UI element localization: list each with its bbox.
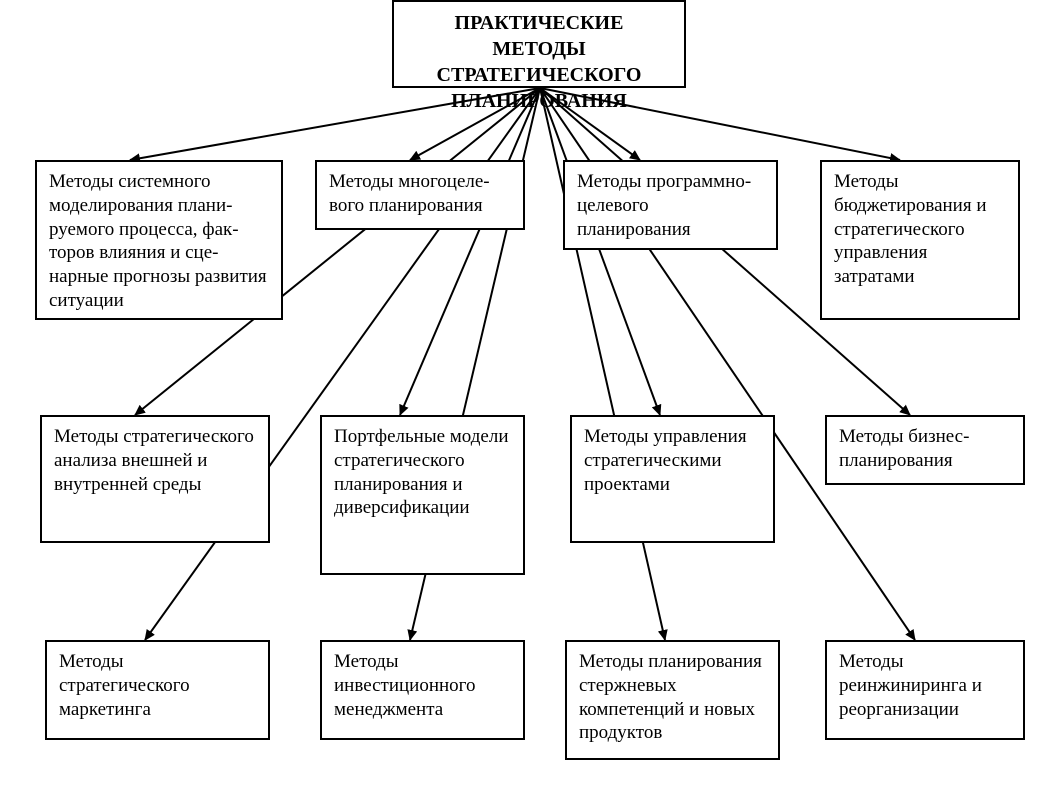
node-label: Портфельные модели стратегического плани… <box>334 426 509 518</box>
node-program-target-planning: Методы программно-целевого планирования <box>563 160 778 250</box>
root-node: ПРАКТИЧЕСКИЕ МЕТОДЫ СТРАТЕГИЧЕСКОГО ПЛАН… <box>392 0 686 88</box>
node-strategic-analysis: Методы стратегиче­ского анализа внешней … <box>40 415 270 543</box>
node-business-planning: Методы бизнес-планирования <box>825 415 1025 485</box>
node-budgeting-cost-management: Методы бюджетирования и стратегического … <box>820 160 1020 320</box>
node-label: Методы управления стратегически­ми проек… <box>584 426 747 495</box>
node-system-modeling: Методы системного моделирования плани­ру… <box>35 160 283 320</box>
node-label: Методы системного моделирования плани­ру… <box>49 171 267 311</box>
node-label: Методы реинжиниринга и реорганизации <box>839 651 982 720</box>
node-label: Методы бизнес-планирования <box>839 426 969 471</box>
node-project-management: Методы управления стратегически­ми проек… <box>570 415 775 543</box>
node-multipurpose-planning: Методы многоцеле­вого планирования <box>315 160 525 230</box>
node-label: Методы бюджетирования и стратегического … <box>834 171 987 287</box>
node-label: Методы стратегиче­ского анализа внешней … <box>54 426 254 495</box>
node-label: Методы многоцеле­вого планирования <box>329 171 490 216</box>
node-label: Методы инвестиционного менеджмента <box>334 651 476 720</box>
node-portfolio-models: Портфельные модели стратегического плани… <box>320 415 525 575</box>
diagram-canvas: ПРАКТИЧЕСКИЕ МЕТОДЫ СТРАТЕГИЧЕСКОГО ПЛАН… <box>0 0 1059 792</box>
node-reengineering: Методы реинжиниринга и реорганизации <box>825 640 1025 740</box>
node-label: Методы стратегического маркетинга <box>59 651 190 720</box>
root-label: ПРАКТИЧЕСКИЕ МЕТОДЫ СТРАТЕГИЧЕСКОГО ПЛАН… <box>437 12 642 112</box>
node-core-competency-planning: Методы планиро­вания стержневых компетен… <box>565 640 780 760</box>
node-strategic-marketing: Методы стратегического маркетинга <box>45 640 270 740</box>
node-label: Методы планиро­вания стержневых компетен… <box>579 651 762 743</box>
node-investment-management: Методы инвестиционного менеджмента <box>320 640 525 740</box>
node-label: Методы программно-целевого планирования <box>577 171 751 240</box>
